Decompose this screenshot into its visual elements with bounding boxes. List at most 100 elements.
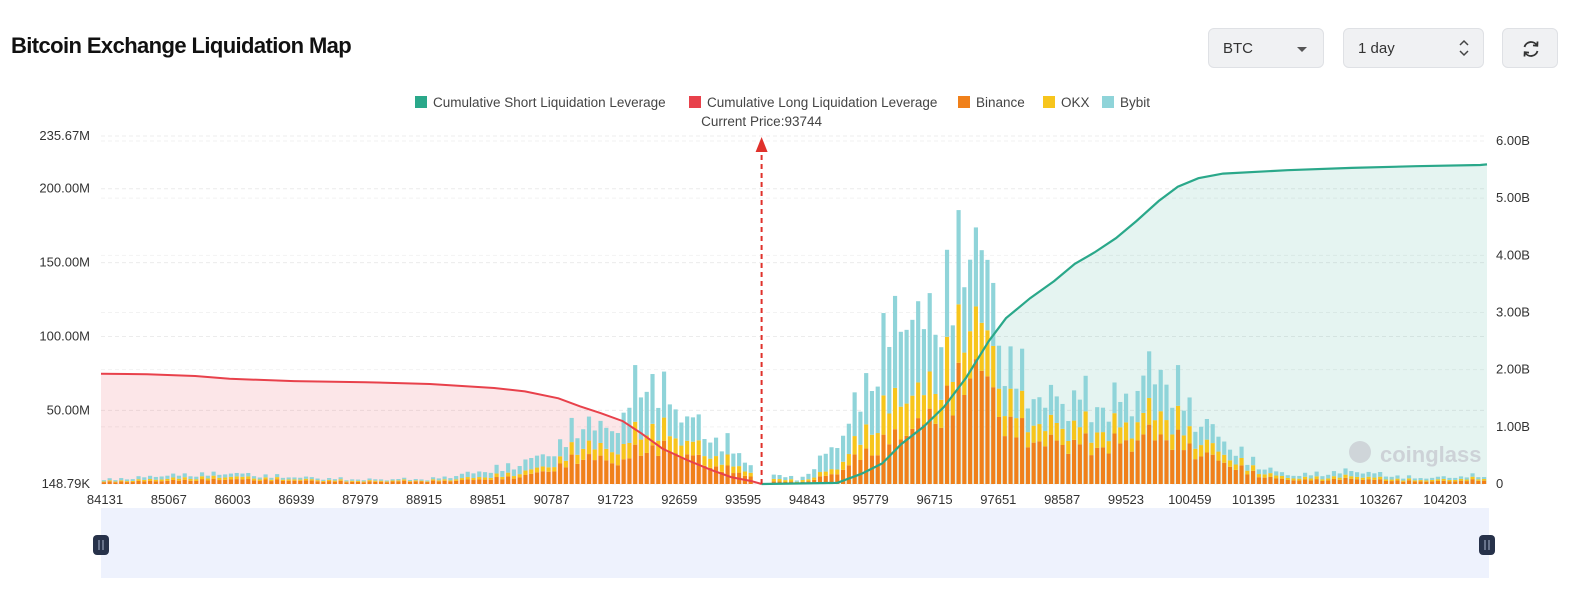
bar-okx <box>188 478 193 481</box>
bar-binance <box>477 479 482 484</box>
bar-okx <box>1320 479 1325 481</box>
bar-bybit <box>592 430 597 450</box>
x-axis-tick: 103267 <box>1359 492 1402 507</box>
bar-binance <box>205 480 210 484</box>
bar-bybit <box>355 479 361 481</box>
bar-binance <box>1285 479 1290 484</box>
bar-binance <box>690 455 696 484</box>
bar-okx <box>1354 476 1360 480</box>
bar-binance <box>1077 444 1082 484</box>
bar-bybit <box>962 287 967 353</box>
bar-okx <box>321 481 326 482</box>
bar-okx <box>1424 480 1429 482</box>
x-axis-tick: 94843 <box>789 492 825 507</box>
bar-binance <box>1314 479 1319 484</box>
bar-bybit <box>1077 399 1082 428</box>
bar-okx <box>1268 473 1273 477</box>
bar-binance <box>968 378 973 484</box>
bar-bybit <box>846 423 851 455</box>
bar-bybit <box>1262 469 1267 475</box>
bar-okx <box>315 480 320 482</box>
bar-okx <box>448 480 453 482</box>
bar-binance <box>1297 480 1302 484</box>
bar-bybit <box>1072 390 1077 421</box>
bar-binance <box>280 480 285 484</box>
bar-okx <box>1279 475 1285 479</box>
bar-binance <box>812 479 817 484</box>
up-down-icon <box>1459 39 1469 57</box>
bar-binance <box>1256 477 1261 484</box>
bar-binance <box>1204 452 1209 484</box>
bar-okx <box>523 470 528 475</box>
chart-legend: Cumulative Short Liquidation Leverage Cum… <box>415 95 1150 110</box>
bar-okx <box>171 477 176 480</box>
bar-okx <box>979 322 984 371</box>
bar-okx <box>1458 478 1464 481</box>
bar-bybit <box>477 471 482 478</box>
bar-binance <box>1331 478 1337 484</box>
time-range-select[interactable]: 1 day <box>1343 28 1484 68</box>
legend-swatch <box>958 96 970 108</box>
left-axis-tick: 200.00M <box>39 181 90 196</box>
x-axis-tick: 85067 <box>151 492 187 507</box>
bar-bybit <box>1297 475 1302 479</box>
bar-bybit <box>1020 348 1025 391</box>
bar-binance <box>673 453 678 484</box>
bar-bybit <box>1239 446 1244 458</box>
x-axis-tick: 91723 <box>597 492 633 507</box>
bar-bybit <box>1123 393 1129 423</box>
bar-binance <box>881 434 886 484</box>
bar-binance <box>823 475 828 484</box>
zoom-handle-right[interactable] <box>1479 535 1495 555</box>
bar-okx <box>968 331 973 379</box>
right-axis-tick: 2.00B <box>1496 362 1530 377</box>
bar-okx <box>939 399 944 428</box>
bar-okx <box>1043 431 1048 447</box>
bar-bybit <box>263 474 268 478</box>
bar-bybit <box>864 373 869 425</box>
bar-binance <box>425 482 430 484</box>
bar-binance <box>430 480 436 484</box>
current-price-marker: Current Price:93744 <box>701 114 822 484</box>
watermark-text: coinglass <box>1380 442 1481 467</box>
bar-binance <box>1447 481 1452 484</box>
bar-okx <box>390 480 395 482</box>
bar-okx <box>1372 477 1377 480</box>
bar-bybit <box>1424 478 1429 481</box>
bar-binance <box>182 479 187 484</box>
symbol-select[interactable]: BTC <box>1208 28 1324 68</box>
bar-okx <box>500 476 505 480</box>
bar-binance <box>1470 479 1475 484</box>
bar-okx <box>494 473 499 478</box>
bar-okx <box>916 382 921 419</box>
bar-okx <box>280 479 285 481</box>
x-axis-tick: 92659 <box>661 492 697 507</box>
bar-bybit <box>1048 384 1054 415</box>
bar-okx <box>1083 411 1088 434</box>
bar-bybit <box>1274 471 1279 476</box>
bar-bybit <box>280 477 285 480</box>
bar-okx <box>690 441 696 456</box>
bar-okx <box>875 433 880 456</box>
refresh-button[interactable] <box>1502 28 1558 68</box>
bar-binance <box>569 454 574 484</box>
bar-binance <box>234 479 239 484</box>
bar-binance <box>153 481 158 484</box>
bar-bybit <box>1008 346 1013 389</box>
bar-bybit <box>217 474 222 478</box>
bar-okx <box>436 480 441 482</box>
bar-bybit <box>985 259 990 331</box>
bar-binance <box>459 480 465 484</box>
zoom-handle-left[interactable] <box>93 535 109 555</box>
zoom-slider[interactable] <box>93 508 1495 578</box>
bar-binance <box>1175 429 1181 484</box>
bar-binance <box>165 480 170 484</box>
bar-binance <box>246 479 251 484</box>
bar-bybit <box>1349 471 1354 477</box>
bar-okx <box>904 403 909 436</box>
bar-bybit <box>1170 407 1175 435</box>
bar-binance <box>996 416 1002 484</box>
bar-okx <box>927 371 932 409</box>
bar-binance <box>101 482 106 484</box>
bar-bybit <box>1222 441 1227 455</box>
